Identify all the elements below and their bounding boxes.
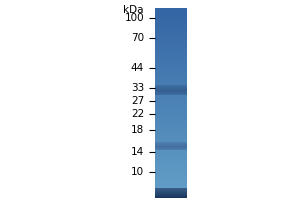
- Text: 70: 70: [131, 33, 144, 43]
- Text: 100: 100: [124, 13, 144, 23]
- Text: 10: 10: [131, 167, 144, 177]
- Text: 18: 18: [131, 125, 144, 135]
- Text: 14: 14: [131, 147, 144, 157]
- Text: 22: 22: [131, 109, 144, 119]
- Text: 44: 44: [131, 63, 144, 73]
- Text: kDa: kDa: [124, 5, 144, 15]
- Text: 33: 33: [131, 83, 144, 93]
- Text: 27: 27: [131, 96, 144, 106]
